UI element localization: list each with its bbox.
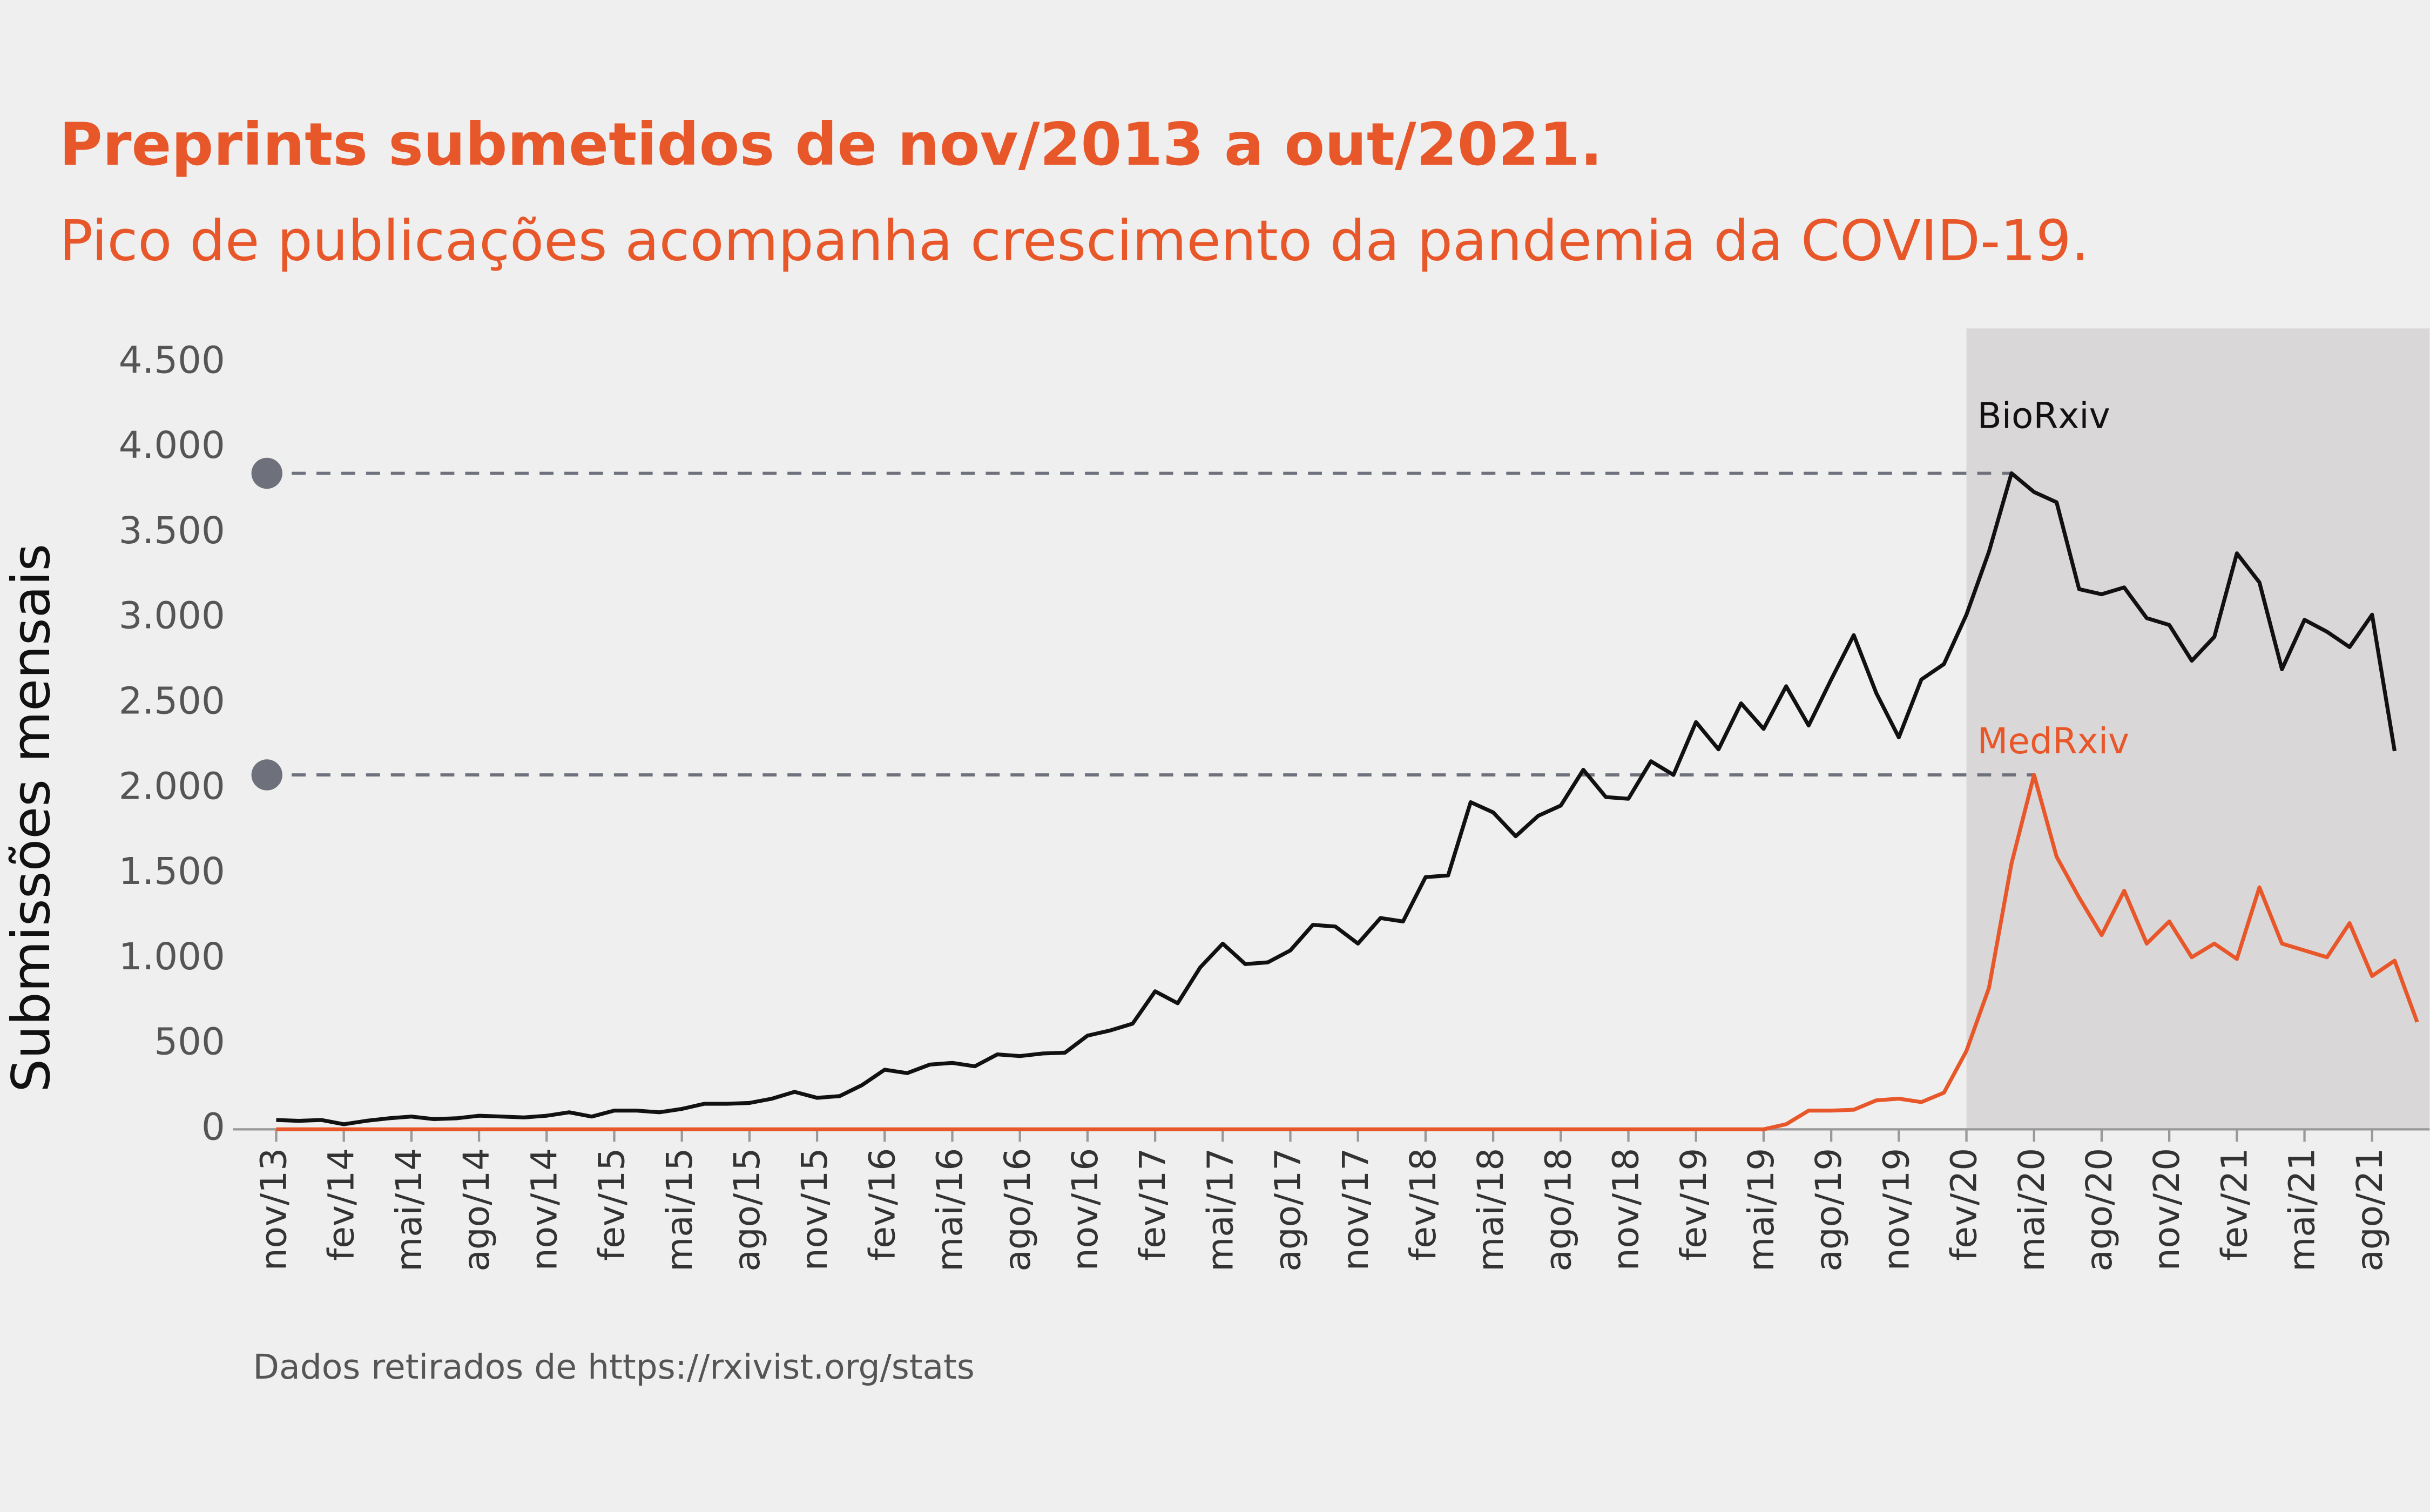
x-tick-label: nov/18 bbox=[1605, 1148, 1647, 1271]
x-tick-label: nov/17 bbox=[1335, 1148, 1376, 1271]
y-axis-label: Submissões mensais bbox=[1, 544, 62, 1092]
y-tick-label: 3.500 bbox=[119, 509, 225, 552]
x-tick-label: fev/20 bbox=[1943, 1148, 1985, 1261]
chart-title: Preprints submetidos de nov/2013 a out/2… bbox=[59, 110, 1603, 179]
x-tick-label: mai/17 bbox=[1199, 1148, 1241, 1272]
x-tick-label: fev/19 bbox=[1673, 1148, 1714, 1261]
y-tick-label: 1.500 bbox=[119, 850, 225, 893]
x-tick-label: nov/16 bbox=[1064, 1148, 1106, 1271]
x-tick-label: mai/21 bbox=[2282, 1148, 2323, 1272]
x-tick-label: fev/21 bbox=[2213, 1148, 2255, 1261]
x-tick-label: ago/16 bbox=[997, 1148, 1038, 1272]
x-tick-label: nov/13 bbox=[253, 1148, 295, 1271]
x-tick-label: ago/15 bbox=[726, 1148, 768, 1272]
x-tick-label: nov/20 bbox=[2146, 1148, 2188, 1271]
x-tick-label: mai/20 bbox=[2011, 1148, 2053, 1272]
y-tick-label: 2.500 bbox=[119, 679, 225, 723]
y-tick-label: 1.000 bbox=[119, 935, 225, 978]
x-tick-label: mai/18 bbox=[1470, 1148, 1511, 1272]
y-tick-label: 0 bbox=[201, 1105, 225, 1149]
x-tick-label: nov/15 bbox=[794, 1148, 835, 1271]
x-tick-label: ago/18 bbox=[1537, 1148, 1579, 1272]
x-tick-label: ago/21 bbox=[2349, 1148, 2391, 1272]
y-tick-label: 500 bbox=[154, 1021, 225, 1064]
x-tick-label: ago/19 bbox=[1808, 1148, 1850, 1272]
y-tick-label: 4.500 bbox=[119, 339, 225, 382]
series-line bbox=[276, 471, 2397, 1126]
series-label: MedRxiv bbox=[1977, 720, 2129, 762]
x-tick-label: ago/14 bbox=[456, 1148, 497, 1272]
y-tick-label: 3.000 bbox=[119, 595, 225, 638]
x-tick-label: fev/14 bbox=[321, 1148, 362, 1261]
series-line bbox=[276, 773, 2419, 1131]
chart-subtitle: Pico de publicações acompanha cresciment… bbox=[59, 209, 2089, 274]
x-tick-label: mai/16 bbox=[929, 1148, 971, 1272]
highlight-region bbox=[1966, 328, 2430, 1130]
x-tick-label: fev/18 bbox=[1402, 1148, 1444, 1261]
x-tick-label: mai/19 bbox=[1740, 1148, 1782, 1272]
series-label: BioRxiv bbox=[1977, 395, 2110, 437]
y-tick-label: 4.000 bbox=[119, 424, 225, 467]
x-tick-label: fev/16 bbox=[861, 1148, 903, 1261]
peak-marker bbox=[251, 759, 282, 791]
x-tick-label: ago/17 bbox=[1267, 1148, 1309, 1272]
source-note: Dados retirados de https://rxivist.org/s… bbox=[253, 1347, 974, 1387]
x-tick-label: nov/14 bbox=[523, 1148, 565, 1271]
peak-marker bbox=[251, 457, 282, 489]
x-tick-label: nov/19 bbox=[1875, 1148, 1917, 1271]
x-tick-label: fev/17 bbox=[1132, 1148, 1173, 1261]
x-tick-label: mai/15 bbox=[659, 1148, 700, 1272]
y-tick-label: 2.000 bbox=[119, 765, 225, 808]
x-tick-label: fev/15 bbox=[591, 1148, 633, 1261]
x-tick-label: mai/14 bbox=[388, 1148, 430, 1272]
x-tick-label: ago/20 bbox=[2078, 1148, 2120, 1272]
